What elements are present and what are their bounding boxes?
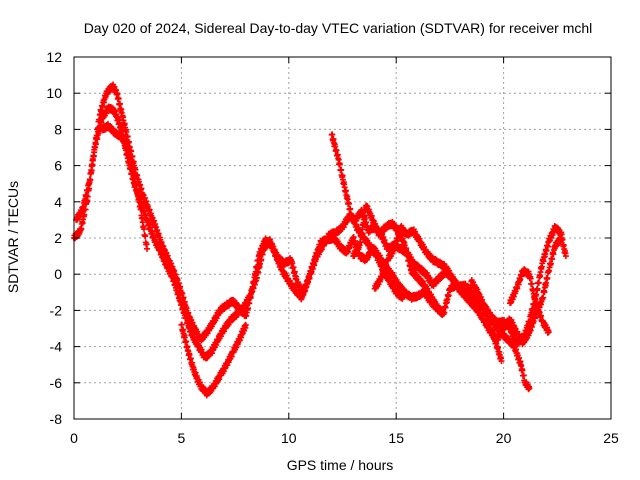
data-point	[498, 358, 505, 365]
data-marker	[547, 260, 554, 267]
data-marker	[141, 226, 148, 233]
data-marker	[183, 338, 190, 345]
data-marker	[133, 182, 140, 189]
data-point	[399, 294, 406, 301]
x-tick-label: 15	[388, 430, 404, 446]
data-point	[545, 329, 552, 336]
data-marker	[138, 206, 145, 213]
data-marker	[559, 236, 566, 243]
data-marker	[91, 149, 98, 156]
data-marker	[406, 257, 413, 264]
data-marker	[88, 169, 95, 176]
y-tick-label: 2	[54, 230, 62, 246]
data-marker	[115, 95, 122, 102]
x-tick-label: 5	[178, 430, 186, 446]
y-tick-label: 8	[54, 121, 62, 137]
data-marker	[338, 166, 345, 173]
data-marker	[78, 226, 85, 233]
y-tick-label: -4	[50, 339, 63, 355]
x-tick-label: 0	[70, 430, 78, 446]
data-marker	[254, 274, 261, 281]
data-marker	[357, 239, 364, 246]
data-point	[526, 385, 533, 392]
y-tick-label: -6	[50, 375, 63, 391]
data-marker	[128, 160, 135, 167]
data-marker	[527, 275, 534, 282]
data-marker	[519, 367, 526, 374]
data-marker	[333, 147, 340, 154]
data-marker	[132, 176, 139, 183]
series-track-9	[507, 266, 552, 336]
data-marker	[549, 256, 556, 263]
series-track-8	[468, 277, 505, 365]
data-marker	[336, 161, 343, 168]
data-marker	[83, 192, 90, 199]
data-marker	[520, 372, 527, 379]
series-track-6	[350, 202, 447, 318]
y-tick-label: 6	[54, 158, 62, 174]
tick-labels: 0 5 10 15 20 25 -8 -6 -4 -2 0 2 4 6 8 10 12	[46, 49, 619, 446]
data-marker	[142, 233, 149, 240]
x-tick-label: 10	[281, 430, 297, 446]
data-marker	[84, 187, 91, 194]
data-series	[71, 81, 569, 399]
data-marker	[290, 264, 297, 271]
data-marker	[129, 165, 136, 172]
data-marker	[528, 280, 535, 287]
data-marker	[535, 279, 542, 286]
y-tick-label: 4	[54, 194, 62, 210]
y-tick-label: 0	[54, 266, 62, 282]
y-axis-title: SDTVAR / TECUs	[5, 181, 21, 293]
x-tick-label: 25	[603, 430, 619, 446]
series-track-2	[73, 103, 533, 393]
y-tick-label: -2	[50, 302, 63, 318]
series-track-4	[178, 321, 249, 399]
axis-ticks	[73, 56, 612, 420]
data-marker	[258, 256, 265, 263]
data-point	[440, 311, 447, 318]
data-marker	[360, 219, 367, 226]
data-marker	[81, 211, 88, 218]
data-point	[562, 253, 569, 260]
data-marker	[89, 161, 96, 168]
y-tick-label: 10	[46, 85, 62, 101]
series-track-3	[98, 120, 151, 252]
data-marker	[544, 275, 551, 282]
data-point	[242, 321, 249, 328]
y-tick-label: 12	[46, 49, 62, 65]
data-marker	[86, 176, 93, 183]
chart-title: Day 020 of 2024, Sidereal Day-to-day VTE…	[84, 20, 593, 36]
data-marker	[178, 321, 185, 328]
x-tick-label: 20	[496, 430, 512, 446]
data-marker	[345, 200, 352, 207]
data-point	[144, 245, 151, 252]
data-marker	[445, 292, 452, 299]
x-axis-title: GPS time / hours	[287, 457, 394, 473]
data-marker	[540, 294, 547, 301]
data-marker	[124, 133, 131, 140]
y-tick-label: -8	[50, 411, 63, 427]
